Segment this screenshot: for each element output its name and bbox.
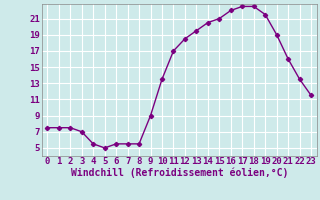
X-axis label: Windchill (Refroidissement éolien,°C): Windchill (Refroidissement éolien,°C) xyxy=(70,168,288,178)
